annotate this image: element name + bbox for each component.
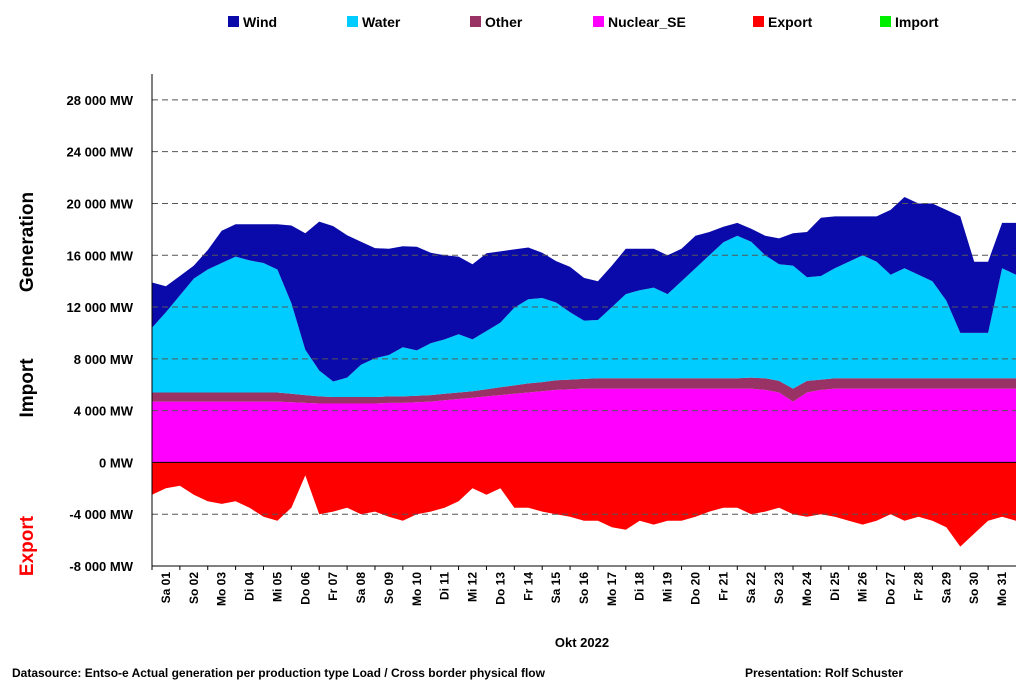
- legend-item: Water: [347, 14, 401, 30]
- y-tick-label: 0 MW: [99, 455, 134, 470]
- legend-item: Wind: [228, 14, 277, 30]
- x-tick-label: Mo 17: [605, 572, 619, 606]
- x-tick-label: So 16: [577, 572, 591, 604]
- x-tick-label: Do 20: [689, 572, 703, 605]
- legend-label: Wind: [243, 14, 277, 30]
- y-title-generation: Generation: [17, 192, 38, 292]
- legend-item: Nuclear_SE: [593, 14, 686, 30]
- legend-swatch: [228, 16, 239, 27]
- x-axis-title: Okt 2022: [555, 635, 609, 650]
- x-tick-label: Di 25: [828, 572, 842, 601]
- x-tick-label: Di 11: [438, 572, 452, 600]
- x-tick-label: So 30: [967, 572, 981, 604]
- legend-label: Water: [362, 14, 401, 30]
- footer-presentation: Presentation: Rolf Schuster: [745, 666, 903, 680]
- y-tick-label: 8 000 MW: [74, 352, 134, 367]
- x-tick-label: Di 04: [243, 572, 257, 601]
- x-tick-label: Mo 31: [995, 572, 1009, 606]
- x-tick-label: Do 13: [493, 572, 507, 605]
- legend-item: Other: [470, 14, 523, 30]
- y-tick-label: -8 000 MW: [69, 559, 133, 574]
- x-tick-label: So 23: [772, 572, 786, 604]
- x-tick-label: Do 27: [884, 572, 898, 605]
- x-tick-label: Fr 14: [521, 572, 535, 601]
- x-tick-label: Mo 24: [800, 572, 814, 606]
- x-tick-label: Fr 28: [912, 572, 926, 601]
- legend-swatch: [470, 16, 481, 27]
- y-tick-label: 20 000 MW: [67, 196, 134, 211]
- y-tick-label: 16 000 MW: [67, 248, 134, 263]
- x-tick-label: Mi 19: [661, 572, 675, 602]
- legend-item: Import: [880, 14, 939, 30]
- y-title-import: Import: [17, 358, 38, 418]
- legend-label: Import: [895, 14, 939, 30]
- x-tick-label: Do 06: [298, 572, 312, 605]
- x-tick-label: Mi 26: [856, 572, 870, 602]
- legend-label: Nuclear_SE: [608, 14, 686, 30]
- x-tick-label: Mo 03: [215, 572, 229, 606]
- x-tick-label: Di 18: [633, 572, 647, 601]
- y-tick-label: -4 000 MW: [69, 507, 133, 522]
- legend: Wind Water Other Nuclear_SE Export Import: [228, 14, 939, 30]
- x-tick-label: Fr 07: [326, 572, 340, 601]
- legend-item: Export: [753, 14, 813, 30]
- y-tick-label: 24 000 MW: [67, 145, 134, 160]
- plot-areas: [152, 197, 1016, 547]
- x-tick-label: Sa 08: [354, 572, 368, 604]
- area-other: [152, 377, 1016, 404]
- area-nuclear-se: [152, 388, 1016, 463]
- x-tick-label: So 09: [382, 572, 396, 604]
- y-axis: 28 000 MW 24 000 MW 20 000 MW 16 000 MW 12 0…: [67, 74, 1016, 574]
- legend-swatch: [593, 16, 604, 27]
- x-axis: Sa 01 So 02 Mo 03 Di 04 Mi 05 Do 06 Fr 07 Sa 08…: [151, 566, 1009, 606]
- x-tick-label: Mo 10: [410, 572, 424, 606]
- x-tick-label: Fr 21: [716, 572, 730, 601]
- x-tick-label: Mi 12: [466, 572, 480, 602]
- x-tick-label: So 02: [187, 572, 201, 604]
- y-tick-label: 12 000 MW: [67, 300, 134, 315]
- x-tick-label: Sa 01: [159, 572, 173, 604]
- area-wind: [152, 197, 1016, 382]
- x-tick-label: Mi 05: [270, 572, 284, 602]
- legend-swatch: [347, 16, 358, 27]
- legend-swatch: [880, 16, 891, 27]
- legend-swatch: [753, 16, 764, 27]
- area-water: [152, 235, 1016, 397]
- area-export: [152, 462, 1016, 547]
- x-tick-label: Sa 29: [939, 572, 953, 604]
- x-tick-label: Sa 22: [744, 572, 758, 604]
- y-tick-label: 28 000 MW: [67, 93, 134, 108]
- footer-datasource: Datasource: Entso-e Actual generation pe…: [12, 666, 546, 680]
- legend-label: Other: [485, 14, 523, 30]
- x-tick-label: Sa 15: [549, 572, 563, 604]
- y-title-export: Export: [17, 515, 38, 576]
- legend-label: Export: [768, 14, 813, 30]
- y-tick-label: 4 000 MW: [74, 404, 134, 419]
